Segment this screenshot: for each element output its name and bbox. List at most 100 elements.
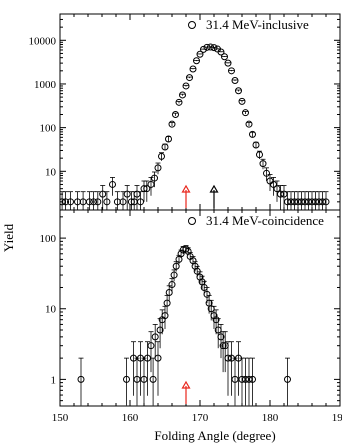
data-point xyxy=(196,50,204,58)
data-point xyxy=(156,326,164,334)
data-point xyxy=(319,198,326,206)
data-point xyxy=(291,198,298,206)
data-point xyxy=(143,185,151,193)
data-point xyxy=(165,288,173,296)
data-point xyxy=(165,135,172,143)
data-point xyxy=(238,375,246,383)
data-point xyxy=(301,198,309,206)
x-tick-label: 160 xyxy=(122,412,139,424)
data-point xyxy=(322,198,330,206)
data-point xyxy=(161,312,169,320)
data-point xyxy=(161,143,169,151)
data-point xyxy=(151,174,158,182)
data-point xyxy=(147,342,155,350)
data-point xyxy=(109,180,116,188)
data-point xyxy=(154,354,162,362)
data-point xyxy=(168,120,176,128)
legend-label: 31.4 MeV-coincidence xyxy=(206,213,324,228)
data-point xyxy=(270,180,277,188)
data-point xyxy=(137,198,144,206)
data-point xyxy=(147,180,155,188)
data-point xyxy=(179,91,186,99)
data-point xyxy=(315,198,323,206)
data-point xyxy=(103,198,111,206)
panel-inclusive: 10 100 1000 10000 31.4 MeV-inclusive xyxy=(29,13,341,211)
data-point xyxy=(182,82,190,90)
data-point xyxy=(172,262,180,270)
data-point xyxy=(308,198,316,206)
y-tick-label: 10000 xyxy=(29,35,57,47)
data-point xyxy=(168,281,176,289)
data-point xyxy=(67,198,74,206)
x-tick-label: 180 xyxy=(262,412,279,424)
data-point xyxy=(252,141,260,149)
data-point xyxy=(77,375,85,383)
data-point xyxy=(200,45,207,53)
data-point xyxy=(210,312,218,320)
data-point xyxy=(163,299,171,307)
data-point xyxy=(170,271,178,279)
data-point xyxy=(217,333,225,341)
y-tick-label: 10 xyxy=(45,304,57,316)
data-points xyxy=(77,245,291,406)
data-point xyxy=(249,130,256,138)
data-point xyxy=(119,198,127,206)
data-point xyxy=(123,190,131,198)
data-point xyxy=(154,164,162,172)
plot-frame xyxy=(59,13,341,211)
data-point xyxy=(245,120,253,128)
data-point xyxy=(273,185,281,193)
data-point xyxy=(210,44,218,52)
data-point xyxy=(256,151,263,159)
data-point xyxy=(182,245,190,253)
data-point xyxy=(245,375,253,383)
panel-coincidence: 150 160 170 180 190 1 10 100 31.4 MeV-coincidenc… xyxy=(40,209,342,424)
y-tick-label: 100 xyxy=(40,123,57,135)
y-axis-label: Yield xyxy=(1,223,16,252)
data-point xyxy=(287,198,295,206)
data-point xyxy=(94,198,102,206)
data-point xyxy=(305,198,312,206)
data-point xyxy=(312,198,319,206)
data-point xyxy=(193,267,201,275)
data-point xyxy=(123,375,130,383)
y-tick-label: 1 xyxy=(51,374,57,386)
marker-arrow-head xyxy=(181,380,191,389)
data-point xyxy=(203,290,211,298)
data-point xyxy=(172,110,179,118)
data-point xyxy=(99,190,107,198)
data-point xyxy=(133,190,141,198)
data-point xyxy=(228,67,235,75)
data-point xyxy=(158,152,165,160)
data-point xyxy=(175,98,183,106)
y-tick-label: 100 xyxy=(40,233,57,245)
data-point xyxy=(189,65,197,73)
data-point xyxy=(177,250,185,258)
data-point xyxy=(62,198,70,206)
data-point xyxy=(186,74,193,82)
data-point xyxy=(231,375,239,383)
data-point xyxy=(217,48,225,56)
marker-arrow-head xyxy=(181,184,191,193)
data-point xyxy=(259,160,267,168)
data-point xyxy=(284,198,291,206)
legend-marker xyxy=(188,21,196,29)
data-point xyxy=(249,375,256,383)
data-point xyxy=(242,109,249,117)
data-point xyxy=(212,316,220,324)
data-point xyxy=(224,354,232,362)
data-points xyxy=(60,43,330,210)
data-point xyxy=(193,57,200,65)
plot-frame xyxy=(59,209,341,407)
y-tick-label: 10 xyxy=(45,166,57,178)
data-point xyxy=(144,354,151,362)
data-point xyxy=(219,342,227,350)
data-point xyxy=(284,375,291,383)
x-axis-label: Folding Angle (degree) xyxy=(154,428,275,443)
data-point xyxy=(277,190,284,198)
x-tick-label: 190 xyxy=(332,412,342,424)
data-point xyxy=(294,198,302,206)
data-point xyxy=(140,375,148,383)
data-point xyxy=(85,198,93,206)
data-point xyxy=(151,333,159,341)
